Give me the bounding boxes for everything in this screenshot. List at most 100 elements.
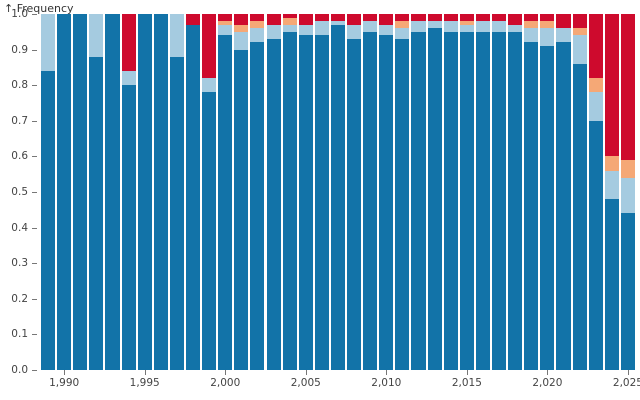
bar-segment-orange: [459, 21, 474, 25]
bar-segment-dark-blue: [347, 38, 362, 370]
bar: [314, 14, 329, 370]
bar-segment-light-blue: [121, 70, 136, 86]
bar: [459, 14, 474, 370]
bar-segment-light-blue: [427, 21, 442, 29]
bar-segment-red: [556, 14, 571, 29]
bar: [218, 14, 233, 370]
bar: [475, 14, 490, 370]
bar-segment-red: [427, 14, 442, 22]
y-tick-label: 0.7: [11, 114, 28, 127]
bar: [395, 13, 410, 370]
bar-segment-dark-blue: [57, 14, 72, 370]
bar-segment-orange: [250, 21, 265, 29]
bar-segment-dark-blue: [73, 14, 88, 370]
bar-segment-dark-blue: [218, 35, 233, 370]
x-tick-label: 1,990: [49, 377, 80, 389]
bar-segment-light-blue: [266, 24, 281, 39]
bar-segment-light-blue: [524, 28, 539, 43]
y-tick-mark: [32, 263, 37, 265]
y-tick-label: 0.4: [11, 221, 28, 234]
bar-segment-light-blue: [89, 14, 104, 57]
bar-segment-light-blue: [395, 28, 410, 39]
y-tick-label: 0.9: [11, 43, 28, 56]
bar-segment-light-blue: [347, 24, 362, 39]
bar: [379, 14, 394, 370]
bar-segment-dark-blue: [121, 85, 136, 370]
bar-segment-dark-blue: [540, 46, 555, 370]
bar-segment-orange: [604, 156, 619, 171]
y-tick-label: 1.0: [11, 8, 28, 20]
bar: [137, 14, 152, 370]
x-tick-mark: [144, 370, 146, 375]
bar-segment-dark-blue: [524, 42, 539, 370]
x-tick-mark: [466, 370, 468, 375]
bar-segment-dark-blue: [266, 38, 281, 370]
bar-segment-light-blue: [620, 177, 635, 214]
bar-segment-dark-blue: [492, 31, 507, 370]
bar-segment-orange: [524, 21, 539, 29]
bar-segment-red: [588, 14, 603, 79]
x-tick-label: 2,020: [532, 377, 563, 389]
bar-segment-red: [185, 14, 201, 25]
bar-segment-red: [620, 14, 635, 160]
bar-segment-light-blue: [475, 21, 490, 32]
bar: [185, 14, 201, 370]
bar-segment-light-blue: [556, 28, 571, 43]
bar-segment-light-blue: [314, 21, 329, 36]
bar-segment-red: [234, 14, 249, 25]
x-tick-mark: [627, 370, 629, 375]
bar-segment-red: [298, 14, 313, 25]
bar-segment-light-blue: [443, 21, 458, 32]
bar: [89, 14, 104, 370]
bar-segment-dark-blue: [298, 35, 313, 370]
y-tick-mark: [32, 192, 37, 193]
bar: [153, 14, 168, 370]
x-tick-label: 2,005: [290, 377, 321, 389]
bar-segment-dark-blue: [185, 24, 201, 370]
y-tick-mark: [32, 227, 37, 229]
bar: [508, 14, 523, 370]
bar-segment-light-blue: [202, 78, 217, 93]
bar-segment-dark-blue: [572, 63, 587, 370]
bar: [427, 14, 442, 370]
bar-segment-red: [443, 14, 458, 22]
bar-segment-dark-blue: [459, 31, 474, 370]
bar-segment-dark-blue: [169, 56, 184, 370]
bar: [524, 14, 539, 370]
bar-segment-red: [395, 13, 410, 22]
bar-segment-dark-blue: [379, 35, 394, 370]
bar: [266, 14, 281, 370]
x-tick-label: 1,995: [129, 377, 160, 389]
bar-segment-dark-blue: [556, 42, 571, 370]
bar-segment-dark-blue: [234, 49, 249, 370]
bar-segment-light-blue: [41, 14, 56, 71]
bar-segment-light-blue: [234, 31, 249, 50]
y-tick-label: 0.5: [11, 186, 28, 198]
bar: [282, 14, 297, 370]
bar-segment-red: [363, 14, 378, 22]
bar-segment-orange: [282, 17, 297, 25]
bar-segment-red: [314, 14, 329, 22]
bar-segment-light-blue: [459, 24, 474, 32]
bar-segment-red: [524, 14, 539, 22]
bar-segment-light-blue: [492, 21, 507, 32]
bar-segment-light-blue: [282, 24, 297, 32]
bar-segment-red: [202, 14, 217, 79]
bar: [540, 14, 555, 370]
y-tick-mark: [32, 14, 37, 15]
bar-segment-dark-blue: [443, 31, 458, 370]
y-axis-title: ↑ Frequency: [4, 2, 74, 15]
bar-segment-red: [540, 14, 555, 22]
bar: [604, 14, 619, 370]
bar-segment-dark-blue: [202, 92, 217, 370]
bar: [492, 14, 507, 370]
bar-segment-dark-blue: [41, 70, 56, 370]
bar-segment-orange: [234, 24, 249, 32]
bar-segment-red: [347, 14, 362, 25]
bar-segment-dark-blue: [105, 14, 120, 370]
y-tick-label: 0.6: [11, 150, 28, 163]
bar-segment-light-blue: [363, 21, 378, 32]
bar-segment-orange: [620, 159, 635, 178]
x-tick-label: 2,010: [371, 377, 402, 389]
bar-segment-dark-blue: [620, 213, 635, 370]
